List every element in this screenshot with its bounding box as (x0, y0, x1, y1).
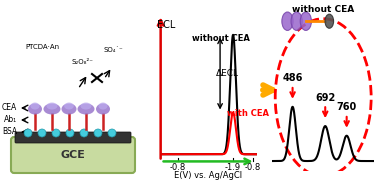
Circle shape (325, 14, 334, 28)
Text: BSA: BSA (2, 128, 17, 136)
FancyBboxPatch shape (15, 132, 131, 143)
Ellipse shape (77, 104, 94, 114)
Circle shape (38, 129, 46, 137)
Text: -0.8: -0.8 (170, 163, 186, 172)
FancyBboxPatch shape (11, 137, 135, 173)
Circle shape (275, 19, 371, 176)
Ellipse shape (31, 102, 40, 110)
Text: CEA: CEA (2, 104, 17, 112)
Text: 486: 486 (282, 73, 303, 83)
Text: -0.8: -0.8 (245, 163, 261, 172)
Circle shape (80, 129, 88, 137)
Text: SO₄˙⁻: SO₄˙⁻ (103, 47, 123, 53)
Circle shape (300, 12, 311, 30)
Text: ΔECL: ΔECL (215, 69, 239, 78)
Ellipse shape (46, 102, 57, 110)
Circle shape (52, 129, 60, 137)
Circle shape (66, 129, 74, 137)
Text: Ab₁: Ab₁ (4, 116, 17, 124)
Ellipse shape (62, 104, 76, 114)
Text: 760: 760 (336, 102, 357, 112)
Ellipse shape (28, 104, 42, 114)
Ellipse shape (43, 104, 60, 114)
Circle shape (24, 129, 32, 137)
Circle shape (291, 12, 302, 30)
Text: without CEA: without CEA (192, 34, 250, 43)
Circle shape (282, 12, 293, 30)
Text: without CEA: without CEA (292, 5, 354, 14)
Ellipse shape (98, 102, 108, 110)
Text: 692: 692 (315, 93, 335, 103)
Circle shape (94, 129, 102, 137)
Ellipse shape (81, 102, 91, 110)
Text: PTCDA·An: PTCDA·An (25, 44, 59, 50)
Ellipse shape (96, 104, 110, 114)
Text: GCE: GCE (60, 150, 85, 160)
Ellipse shape (64, 102, 74, 110)
Text: ECL: ECL (157, 20, 175, 30)
Text: -1.9: -1.9 (225, 163, 241, 172)
Text: S₂O₈²⁻: S₂O₈²⁻ (72, 59, 94, 65)
Text: with CEA: with CEA (227, 109, 269, 118)
Circle shape (108, 129, 116, 137)
Text: E(V) vs. Ag/AgCl: E(V) vs. Ag/AgCl (174, 171, 242, 180)
